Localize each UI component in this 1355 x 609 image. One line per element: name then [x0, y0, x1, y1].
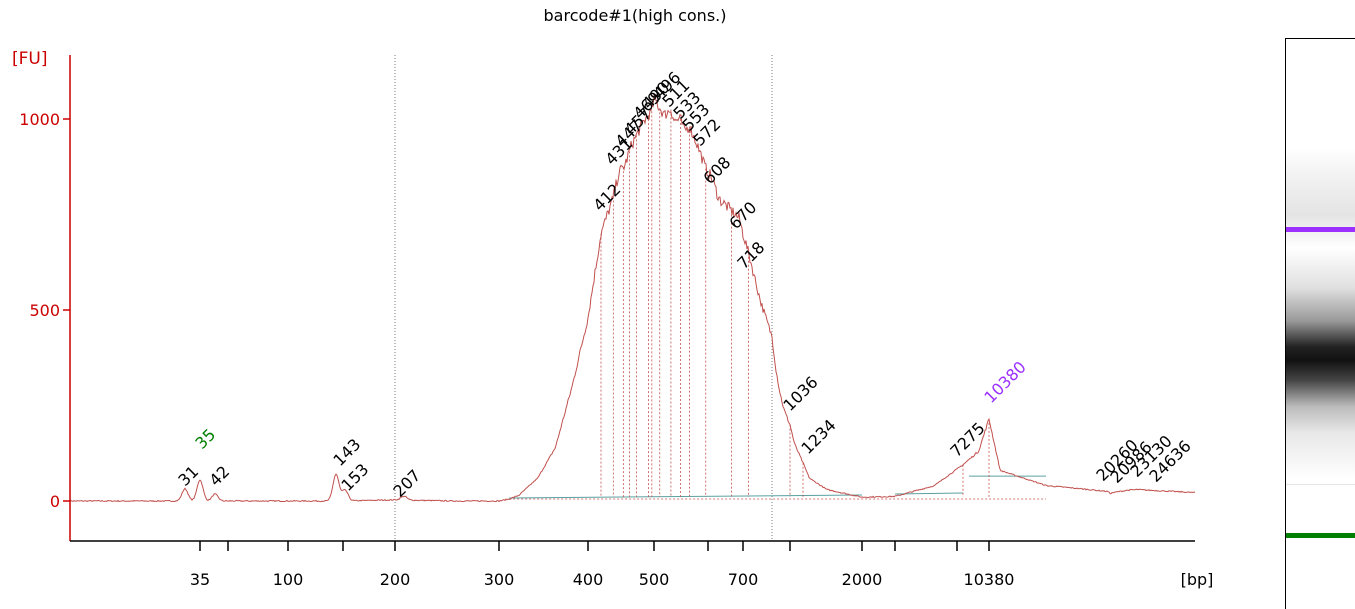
gel-faint-line [1286, 484, 1355, 485]
x-tick-label: 200 [380, 570, 411, 589]
lower-marker-band [1286, 533, 1355, 538]
x-tick-label: 2000 [842, 570, 883, 589]
x-tick-label: 300 [484, 570, 515, 589]
x-tick-label: 10380 [964, 570, 1015, 589]
peak-label: 207 [389, 466, 424, 501]
gel-smear-band [1286, 149, 1355, 479]
x-tick-label: 400 [573, 570, 604, 589]
trace-line [69, 94, 1196, 503]
x-tick-label: 500 [639, 570, 670, 589]
peak-label: 42 [205, 462, 233, 490]
y-tick-label: 0 [50, 492, 60, 511]
upper-marker-band [1286, 227, 1355, 232]
peak-label: 412 [589, 180, 624, 215]
chart-title: barcode#1(high cons.) [543, 6, 727, 25]
peak-label: 608 [699, 153, 734, 188]
peak-label: 718 [733, 238, 768, 273]
y-tick-label: 1000 [19, 110, 60, 129]
x-tick-label: 100 [273, 570, 304, 589]
x-tick-label: 35 [190, 570, 210, 589]
baseline-segment [509, 494, 863, 499]
y-tick-label: 500 [29, 301, 60, 320]
peak-label: 670 [725, 198, 760, 233]
electropherogram-chart: [FU] 0 500 1000 35 100 200 300 400 500 700 2000 1038… [12, 49, 1214, 589]
gel-lane [1285, 38, 1355, 609]
peak-label: 1234 [797, 416, 839, 458]
x-tick-label: 700 [728, 570, 759, 589]
peak-label: 10380 [980, 357, 1029, 406]
baseline-segment [894, 492, 964, 495]
peak-label: 35 [191, 425, 219, 453]
x-axis-label: [bp] [1181, 570, 1214, 589]
peak-label: 1036 [779, 373, 821, 415]
y-axis-label: [FU] [12, 49, 48, 69]
